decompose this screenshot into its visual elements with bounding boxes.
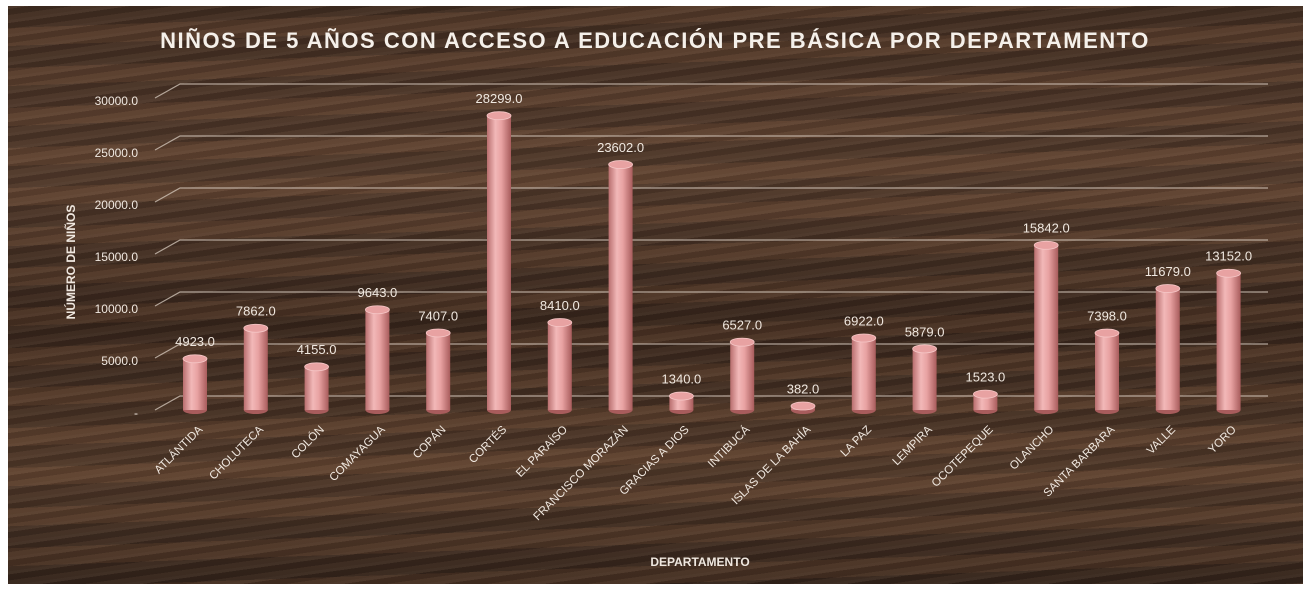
- x-tick-label: ATLÁNTIDA: [152, 423, 206, 477]
- bar: [1095, 333, 1119, 410]
- data-label: 1523.0: [966, 370, 1006, 385]
- data-label: 8410.0: [540, 298, 580, 313]
- x-tick-label: CORTÉS: [466, 423, 509, 466]
- y-axis-title: NÚMERO DE NIÑOS: [63, 205, 78, 320]
- x-tick-label: LEMPIRA: [891, 424, 935, 468]
- data-label: 13152.0: [1205, 249, 1252, 264]
- bar: [426, 332, 451, 410]
- y-tick-label: 10000.0: [95, 302, 139, 316]
- x-tick-label: YORO: [1206, 424, 1238, 456]
- bar-top: [1094, 328, 1120, 338]
- grid-line: [154, 239, 1268, 255]
- x-tick-label: INTIBUCÁ: [705, 423, 752, 470]
- bar: [1216, 273, 1241, 410]
- x-tick-label: LA PAZ: [839, 424, 874, 459]
- x-tick-label: GRACIAS A DIOS: [618, 424, 692, 498]
- y-tick-label: 5000.0: [101, 354, 138, 368]
- bar: [1034, 245, 1059, 410]
- bar: [243, 328, 268, 410]
- y-tick-label: 30000.0: [95, 94, 139, 108]
- x-tick-label: VALLE: [1145, 424, 1178, 457]
- bar: [1155, 288, 1180, 410]
- bar-top: [851, 333, 877, 343]
- bar: [730, 342, 755, 410]
- chart-title: NIÑOS DE 5 AÑOS CON ACCESO A EDUCACIÓN P…: [160, 28, 1150, 53]
- data-label: 5879.0: [905, 324, 945, 339]
- x-tick-label: OCOTEPEQUE: [930, 424, 996, 490]
- data-label: 15842.0: [1023, 221, 1070, 236]
- y-tick-label: 20000.0: [95, 198, 139, 212]
- bar-top: [1155, 284, 1181, 293]
- data-label: 23602.0: [597, 140, 644, 155]
- bar-top: [547, 318, 573, 327]
- data-label: 4923.0: [175, 334, 215, 349]
- bar-top: [669, 391, 694, 401]
- bar-top: [790, 401, 816, 411]
- grid-line: [154, 83, 1268, 99]
- bar-top: [608, 160, 633, 169]
- x-tick-label: COMAYAGUA: [328, 424, 388, 484]
- bar: [183, 358, 207, 410]
- y-tick-label: 25000.0: [95, 146, 139, 160]
- bar-top: [425, 328, 451, 338]
- grid-line: [154, 135, 1268, 151]
- data-label: 6922.0: [844, 313, 884, 328]
- data-label: 4155.0: [297, 342, 337, 357]
- data-label: 7398.0: [1087, 308, 1127, 323]
- data-label: 9643.0: [358, 285, 398, 300]
- data-label: 28299.0: [476, 91, 523, 106]
- chart-background: [8, 6, 1303, 584]
- bar-top: [243, 323, 269, 333]
- bar: [304, 366, 329, 410]
- data-label: 7862.0: [236, 304, 276, 319]
- x-axis-title: DEPARTAMENTO: [650, 555, 749, 569]
- bar: [365, 309, 390, 410]
- bar: [912, 348, 937, 410]
- bar-top: [973, 389, 998, 399]
- bar: [973, 394, 998, 410]
- bar: [547, 322, 572, 410]
- data-label: 11679.0: [1145, 264, 1191, 279]
- bar: [851, 338, 876, 410]
- bar-top: [182, 354, 208, 364]
- data-label: 382.0: [787, 381, 820, 396]
- x-tick-label: FRANCISCO MORAZÁN: [531, 423, 631, 523]
- y-tick-label: -: [134, 406, 138, 420]
- x-tick-label: EL PARAÍSO: [513, 423, 570, 480]
- bar: [608, 164, 633, 410]
- grid-line: [154, 343, 1268, 359]
- grid-line: [154, 291, 1268, 307]
- y-tick-label: 15000.0: [95, 250, 139, 264]
- x-tick-label: COLÓN: [289, 423, 327, 461]
- x-tick-label: CHOLUTECA: [207, 424, 266, 483]
- bar: [487, 115, 511, 410]
- x-tick-label: COPÁN: [410, 423, 448, 461]
- data-label: 1340.0: [662, 372, 702, 387]
- bar-top: [729, 337, 755, 347]
- grid-line: [154, 187, 1268, 203]
- bar-top: [912, 344, 937, 354]
- grid-line: [154, 395, 1268, 411]
- bar-top: [486, 111, 512, 121]
- bar-top: [1216, 268, 1241, 278]
- bar-top: [1033, 240, 1059, 250]
- data-label: 7407.0: [418, 308, 458, 323]
- data-label: 6527.0: [722, 318, 762, 333]
- bar-top: [364, 305, 390, 315]
- bar-top: [304, 362, 330, 372]
- x-tick-label: OLANCHO: [1008, 424, 1057, 473]
